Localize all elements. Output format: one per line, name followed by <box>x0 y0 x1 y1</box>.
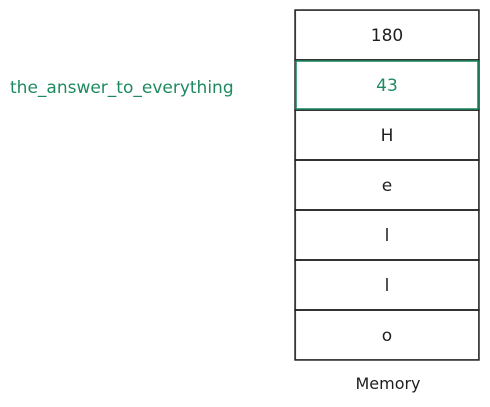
memory-cell: l <box>294 259 480 311</box>
memory-cell: 180 <box>294 9 480 61</box>
memory-cell-value: 180 <box>371 26 403 46</box>
memory-cell: e <box>294 159 480 211</box>
memory-cell-value: l <box>385 276 390 296</box>
memory-cell-value: H <box>381 126 394 146</box>
memory-cell-sketch <box>295 310 479 360</box>
variable-label: the_answer_to_everything <box>10 78 234 98</box>
memory-cell-value: l <box>385 226 390 246</box>
highlighted-cell-value: 43 <box>376 76 398 96</box>
memory-cell-value: o <box>382 326 392 346</box>
memory-cell-value: e <box>382 176 392 196</box>
memory-cell: H <box>294 109 480 161</box>
memory-cells: 18043Hello43 <box>294 9 480 361</box>
memory-cell: l <box>294 209 480 261</box>
memory-caption: Memory <box>355 374 420 393</box>
highlighted-cell-box <box>295 60 479 110</box>
memory-cell-box <box>294 309 480 361</box>
memory-cell: o <box>294 309 480 361</box>
